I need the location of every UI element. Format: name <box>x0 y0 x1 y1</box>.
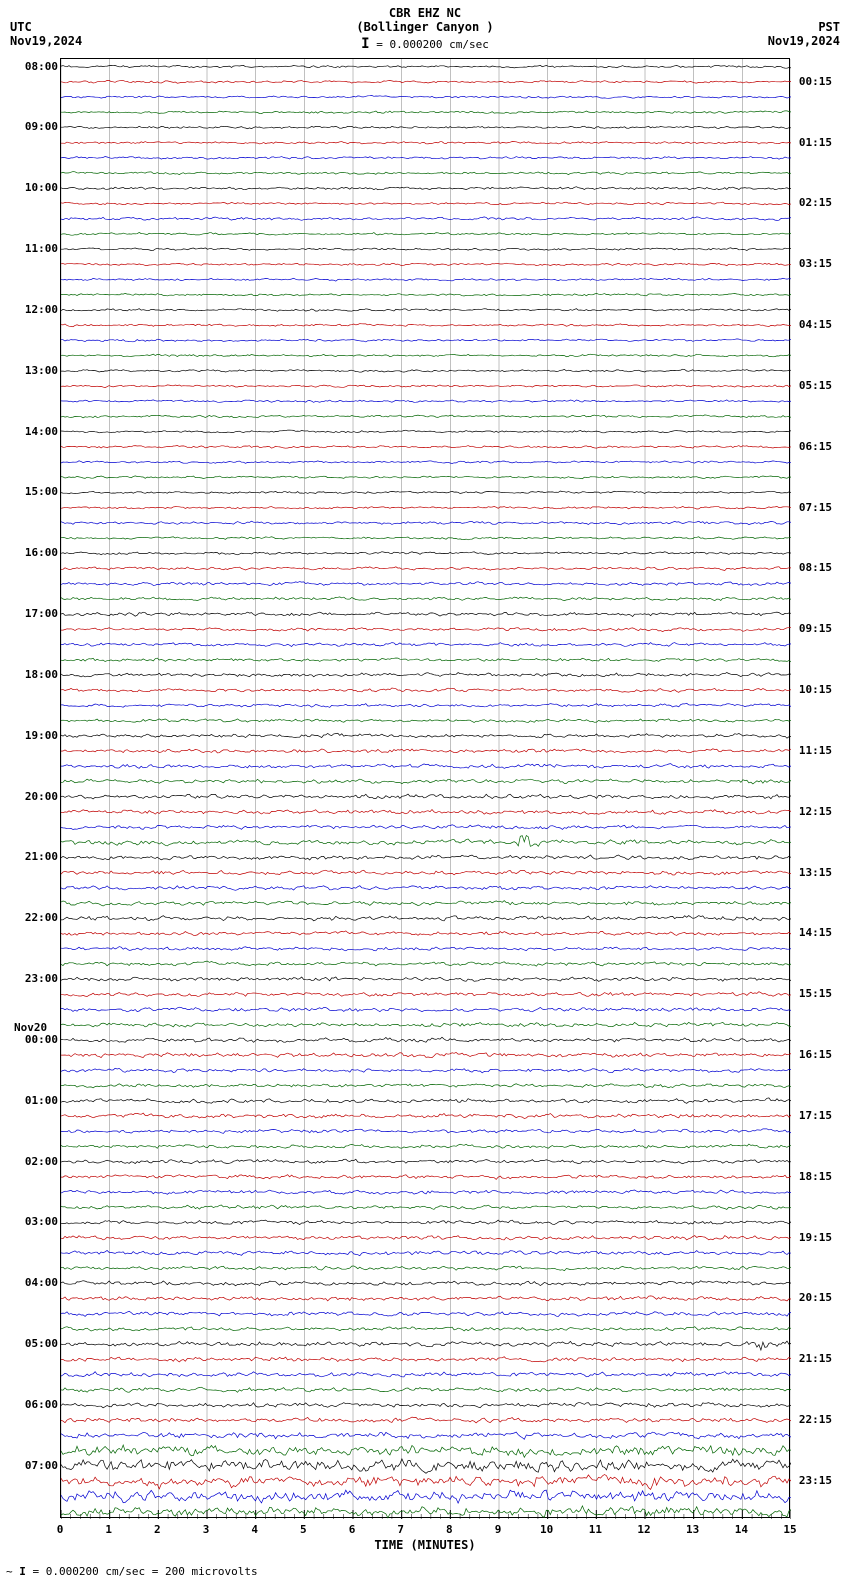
x-tick-label: 0 <box>50 1523 70 1536</box>
utc-hour-label: 23:00 <box>20 972 58 985</box>
xaxis-label: TIME (MINUTES) <box>0 1538 850 1552</box>
x-tick-label: 10 <box>537 1523 557 1536</box>
seismogram-svg <box>61 59 791 1519</box>
footer-text: = 0.000200 cm/sec = 200 microvolts <box>33 1565 258 1578</box>
station-title: CBR EHZ NC <box>0 6 850 20</box>
utc-hour-label: 04:00 <box>20 1276 58 1289</box>
x-tick-label: 5 <box>293 1523 313 1536</box>
pst-tz-label: PST <box>818 20 840 34</box>
header-scale: I = 0.000200 cm/sec <box>0 36 850 52</box>
utc-hour-label: 03:00 <box>20 1215 58 1228</box>
pst-hour-label: 16:15 <box>799 1048 832 1061</box>
pst-hour-label: 18:15 <box>799 1170 832 1183</box>
utc-hour-label: 16:00 <box>20 546 58 559</box>
utc-hour-label: 07:00 <box>20 1459 58 1472</box>
x-tick-label: 8 <box>439 1523 459 1536</box>
pst-hour-label: 01:15 <box>799 136 832 149</box>
utc-hour-label: 02:00 <box>20 1155 58 1168</box>
footer-scale: ~ I = 0.000200 cm/sec = 200 microvolts <box>6 1565 258 1578</box>
x-tick-label: 11 <box>585 1523 605 1536</box>
pst-hour-label: 10:15 <box>799 683 832 696</box>
x-tick-label: 1 <box>99 1523 119 1536</box>
utc-hour-label: 00:00 <box>20 1033 58 1046</box>
pst-hour-label: 20:15 <box>799 1291 832 1304</box>
pst-hour-label: 12:15 <box>799 805 832 818</box>
pst-hour-label: 08:15 <box>799 561 832 574</box>
utc-hour-label: 18:00 <box>20 668 58 681</box>
pst-hour-label: 05:15 <box>799 379 832 392</box>
x-tick-label: 13 <box>683 1523 703 1536</box>
scale-text: = 0.000200 cm/sec <box>376 38 489 51</box>
pst-hour-label: 04:15 <box>799 318 832 331</box>
station-subtitle: (Bollinger Canyon ) <box>0 20 850 34</box>
x-tick-label: 2 <box>147 1523 167 1536</box>
utc-hour-label: 14:00 <box>20 425 58 438</box>
x-tick-label: 4 <box>245 1523 265 1536</box>
utc-hour-label: 10:00 <box>20 181 58 194</box>
utc-hour-label: 19:00 <box>20 729 58 742</box>
pst-hour-label: 15:15 <box>799 987 832 1000</box>
utc-hour-label: 06:00 <box>20 1398 58 1411</box>
utc-hour-label: 09:00 <box>20 120 58 133</box>
pst-hour-label: 17:15 <box>799 1109 832 1122</box>
utc-hour-label: 12:00 <box>20 303 58 316</box>
utc-hour-label: 20:00 <box>20 790 58 803</box>
pst-date: Nov19,2024 <box>768 34 840 48</box>
pst-hour-label: 09:15 <box>799 622 832 635</box>
pst-hour-label: 07:15 <box>799 501 832 514</box>
pst-hour-label: 22:15 <box>799 1413 832 1426</box>
plot-area <box>60 58 790 1518</box>
seismogram-container: CBR EHZ NC (Bollinger Canyon ) I = 0.000… <box>0 0 850 1584</box>
footer-wiggle-icon: ~ <box>6 1565 13 1578</box>
x-tick-label: 7 <box>391 1523 411 1536</box>
utc-day-label: Nov20 <box>14 1021 47 1034</box>
utc-date: Nov19,2024 <box>10 34 82 48</box>
x-tick-label: 12 <box>634 1523 654 1536</box>
x-tick-label: 9 <box>488 1523 508 1536</box>
scale-bar-icon: I <box>361 36 369 52</box>
footer-bar-icon: I <box>19 1565 26 1578</box>
x-tick-label: 14 <box>731 1523 751 1536</box>
utc-hour-label: 21:00 <box>20 850 58 863</box>
utc-hour-label: 15:00 <box>20 485 58 498</box>
pst-hour-label: 11:15 <box>799 744 832 757</box>
pst-hour-label: 21:15 <box>799 1352 832 1365</box>
utc-hour-label: 11:00 <box>20 242 58 255</box>
pst-hour-label: 14:15 <box>799 926 832 939</box>
pst-hour-label: 13:15 <box>799 866 832 879</box>
pst-hour-label: 06:15 <box>799 440 832 453</box>
utc-hour-label: 01:00 <box>20 1094 58 1107</box>
utc-hour-label: 17:00 <box>20 607 58 620</box>
utc-hour-label: 13:00 <box>20 364 58 377</box>
pst-hour-label: 00:15 <box>799 75 832 88</box>
pst-hour-label: 03:15 <box>799 257 832 270</box>
x-tick-label: 3 <box>196 1523 216 1536</box>
utc-hour-label: 22:00 <box>20 911 58 924</box>
pst-hour-label: 23:15 <box>799 1474 832 1487</box>
utc-hour-label: 05:00 <box>20 1337 58 1350</box>
utc-tz-label: UTC <box>10 20 32 34</box>
x-tick-label: 6 <box>342 1523 362 1536</box>
utc-hour-label: 08:00 <box>20 60 58 73</box>
x-tick-label: 15 <box>780 1523 800 1536</box>
pst-hour-label: 02:15 <box>799 196 832 209</box>
pst-hour-label: 19:15 <box>799 1231 832 1244</box>
